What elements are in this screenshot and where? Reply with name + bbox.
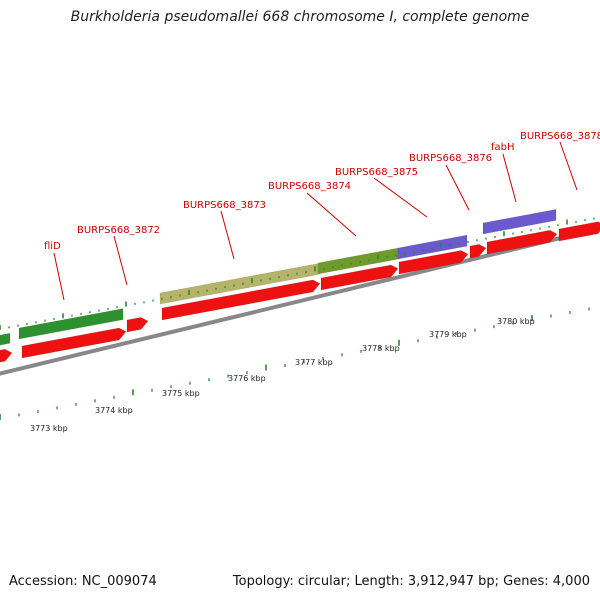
gene-label: BURPS668_3872	[77, 225, 160, 236]
map-title: Burkholderia pseudomallei 668 chromosome…	[70, 9, 530, 25]
scale-label: 3780 kbp	[497, 317, 535, 326]
gene-leader-line	[220, 210, 235, 260]
gene-label: BURPS668_3876	[409, 153, 492, 164]
scale-label: 3775 kbp	[162, 389, 200, 398]
cds-arrow	[126, 317, 149, 333]
genome-summary-label: Topology: circular; Length: 3,912,947 bp…	[232, 574, 590, 589]
gene-label: BURPS668_3878	[520, 131, 600, 142]
gene-leader-line	[502, 153, 517, 203]
scale-label: 3778 kbp	[362, 344, 400, 353]
gene-label: BURPS668_3874	[268, 181, 351, 192]
cds-arrow	[469, 244, 487, 259]
feature-bar-olive	[159, 263, 319, 305]
scale-label: 3777 kbp	[295, 358, 333, 367]
scale-label: 3779 kbp	[429, 330, 467, 339]
cds-arrow	[0, 348, 13, 363]
gene-label: BURPS668_3875	[335, 167, 418, 178]
gene-leader-line	[559, 141, 578, 191]
scale-label: 3774 kbp	[95, 406, 133, 415]
cds-arrow	[320, 264, 399, 291]
cds-arrow	[398, 250, 469, 275]
feature-bar-green	[0, 332, 11, 346]
gene-label: BURPS668_3873	[183, 200, 266, 211]
feature-bar-green	[18, 308, 124, 340]
scale-label: 3776 kbp	[228, 374, 266, 383]
gene-leader-line	[53, 252, 65, 301]
gene-leader-line	[373, 177, 428, 218]
cds-arrow	[486, 229, 558, 255]
cds-arrow	[21, 327, 127, 359]
gene-label: fabH	[491, 142, 515, 153]
scale-label: 3773 kbp	[30, 424, 68, 433]
feature-bar-purple	[397, 234, 468, 260]
gene-leader-line	[445, 164, 470, 211]
cds-arrow	[161, 279, 321, 321]
feature-bar-olive-dark	[317, 247, 399, 275]
gene-leader-line	[113, 235, 128, 286]
cds-arrow	[558, 221, 600, 242]
feature-bar-purple	[482, 209, 557, 235]
gene-label: fliD	[44, 241, 61, 252]
accession-label: Accession: NC_009074	[9, 574, 157, 589]
gene-leader-line	[306, 192, 357, 237]
